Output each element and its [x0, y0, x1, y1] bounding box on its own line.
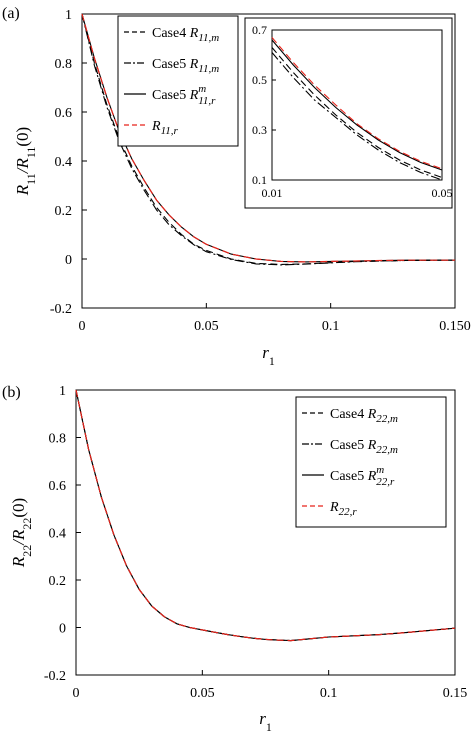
- legend-sub: 22,m: [376, 413, 398, 425]
- legend-sub: 22,r: [376, 476, 395, 488]
- legend-sub: 11,m: [198, 32, 219, 44]
- y-label-part: (0): [9, 498, 28, 518]
- chart-panel-1: 0 0.05 0.1 0.150-0.200.20.40.60.81(a)r1R11/…: [2, 5, 471, 368]
- legend-base: R: [367, 438, 377, 453]
- legend-label-1: Case4 R22,m: [330, 407, 398, 425]
- x-tick-label: 0.05: [190, 686, 215, 701]
- y-label-part: 11: [24, 147, 38, 159]
- inset: 0.01 0.05 0.1 0.3 0.5 0.7: [244, 17, 453, 209]
- legend-sub: 11,m: [198, 63, 219, 75]
- legend-box: [117, 15, 239, 147]
- inset-y-tick-label: 0.1: [252, 173, 267, 187]
- y-label-part: R: [9, 556, 28, 568]
- y-tick-label: 1: [65, 8, 72, 23]
- legend-label-3: Case5 Rm 22,r: [330, 464, 395, 488]
- legend-box: [295, 396, 447, 528]
- y-label-part: 11: [24, 173, 38, 185]
- y-axis-label: R22/R22(0): [9, 498, 34, 568]
- y-tick-label: 1: [59, 384, 66, 399]
- inset-y-tick-label: 0.5: [252, 73, 267, 87]
- legend-label-1: Case4 R11,m: [152, 26, 219, 44]
- panel-label: (b): [2, 384, 21, 401]
- legend-base: R: [367, 469, 377, 484]
- y-label-part: R: [13, 184, 32, 196]
- y-tick-label: 0.8: [49, 432, 67, 447]
- y-label-part: /R: [9, 529, 28, 546]
- legend-sup: m: [198, 83, 206, 95]
- y-tick-label: 0.4: [55, 155, 73, 170]
- legend-base: R: [151, 119, 161, 134]
- x-axis-label: r1: [262, 343, 275, 368]
- y-tick-label: 0.2: [49, 574, 67, 589]
- legend-prefix: Case5: [152, 88, 190, 103]
- y-label-part: 22: [20, 545, 34, 557]
- legend-sub: 22,m: [376, 444, 398, 456]
- inset-x-tick-label: 0.01: [262, 186, 283, 200]
- y-tick-label: 0: [65, 253, 72, 268]
- legend-prefix: Case5: [330, 438, 368, 453]
- legend-sup: m: [376, 464, 384, 476]
- chart-panel-2: 0 0.05 0.1 0.15-0.200.20.40.60.81(b)r1R22/R…: [2, 384, 467, 732]
- series-line-2: [81, 13, 456, 266]
- legend-label-2: Case5 R22,m: [330, 438, 398, 456]
- x-tick-label: 0.15: [443, 686, 468, 701]
- legend-base: R: [189, 57, 199, 72]
- y-tick-label: 0.4: [49, 527, 67, 542]
- y-tick-label: -0.2: [50, 302, 72, 317]
- inset-box: [244, 17, 453, 209]
- inset-y-tick-label: 0.3: [252, 123, 267, 137]
- inset-y-tick-label: 0.7: [252, 23, 267, 37]
- x-axis-label-base: r: [259, 709, 266, 728]
- x-tick-label: 0: [79, 319, 86, 334]
- x-tick-label: 0: [73, 686, 80, 701]
- legend-base: R: [329, 500, 339, 515]
- y-tick-label: 0.6: [55, 106, 73, 121]
- legend-label-3: Case5 Rm 11,r: [152, 83, 216, 107]
- inset-series-line-3: [271, 39, 443, 171]
- x-tick-label: 0.150: [439, 319, 471, 334]
- x-tick-label: 0.1: [320, 686, 338, 701]
- legend-base: R: [189, 88, 199, 103]
- legend-sub: 22,r: [339, 506, 358, 518]
- legend-label-4: R22,r: [329, 500, 357, 518]
- legend-label-4: R11,r: [151, 119, 178, 137]
- legend-label-2: Case5 R11,m: [152, 57, 219, 75]
- y-axis-label: R11/R11(0): [13, 127, 38, 196]
- legend-base: R: [189, 26, 199, 41]
- x-axis-label-sub: 1: [266, 720, 272, 732]
- inset-x-tick-label: 0.05: [432, 186, 453, 200]
- series-line-4: [75, 389, 456, 642]
- inset-series-line-4: [271, 37, 443, 170]
- x-axis-label-sub: 1: [269, 354, 275, 368]
- x-tick-label: 0.1: [322, 319, 340, 334]
- legend-prefix: Case5: [330, 469, 368, 484]
- x-axis-label: r1: [259, 709, 272, 732]
- legend-prefix: Case4: [330, 407, 368, 422]
- y-label-part: /R: [13, 158, 32, 175]
- y-label-part: 22: [20, 518, 34, 530]
- legend-prefix: Case5: [152, 57, 190, 72]
- y-tick-label: 0.8: [55, 57, 73, 72]
- panel-label: (a): [2, 5, 20, 22]
- x-axis-label-base: r: [262, 343, 269, 362]
- legend-sub: 11,r: [161, 125, 179, 137]
- legend-sub: 11,r: [198, 95, 216, 107]
- y-tick-label: -0.2: [44, 669, 66, 684]
- y-tick-label: 0.2: [55, 204, 73, 219]
- y-tick-label: 0.6: [49, 479, 67, 494]
- x-tick-label: 0.05: [194, 319, 219, 334]
- y-tick-label: 0: [59, 622, 66, 637]
- inset-frame: [271, 29, 443, 181]
- legend-base: R: [367, 407, 377, 422]
- y-label-part: (0): [13, 127, 32, 147]
- legend-prefix: Case4: [152, 26, 190, 41]
